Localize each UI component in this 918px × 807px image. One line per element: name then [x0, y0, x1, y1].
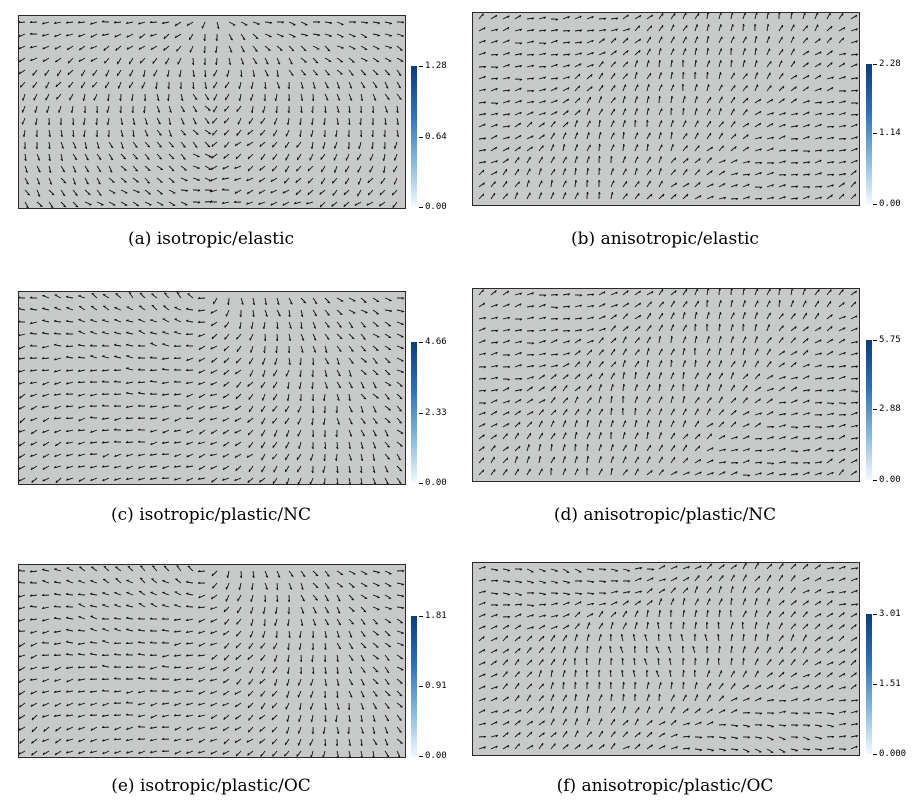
colorbar-mid-label: 0.64 [419, 132, 447, 142]
vector-field-f [472, 562, 860, 756]
colorbar-min-label: 0.00 [419, 478, 447, 488]
colorbar-min-label: 0.00 [419, 202, 447, 212]
colorbar-mid-label: 0.91 [419, 681, 447, 691]
caption-e: (e) isotropic/plastic/OC [111, 776, 311, 796]
colorbar-min-label: 0.000 [872, 749, 907, 759]
caption-c: (c) isotropic/plastic/NC [111, 505, 311, 525]
colorbar-b [866, 64, 872, 204]
vector-field-b [472, 12, 860, 206]
vector-field-d [472, 288, 860, 482]
colorbar-max-label: 1.28 [419, 61, 447, 71]
caption-a: (a) isotropic/elastic [127, 229, 295, 249]
arrow-glyphs [19, 20, 405, 208]
vector-field-svg [19, 292, 405, 484]
colorbar-min-label: 0.00 [873, 475, 901, 485]
colorbar-c [411, 342, 417, 483]
load-zone-highlight [625, 13, 746, 53]
vector-field-svg [478, 289, 859, 477]
colorbar-max-label: 2.28 [873, 59, 901, 69]
load-zone-highlight [625, 289, 746, 329]
colorbar-max-label: 1.81 [419, 611, 447, 621]
caption-b: (b) anisotropic/elastic [571, 229, 759, 249]
colorbar-mid-label: 2.33 [419, 408, 447, 418]
vector-field-svg [19, 16, 405, 208]
caption-f: (f) anisotropic/plastic/OC [556, 776, 774, 796]
arrow-glyphs [478, 13, 859, 201]
colorbar-a [411, 66, 417, 207]
vector-field-a [18, 15, 406, 209]
arrow-glyphs [19, 565, 405, 757]
colorbar-f [866, 614, 872, 754]
colorbar-min-label: 0.00 [419, 751, 447, 761]
colorbar-mid-label: 1.14 [873, 128, 901, 138]
load-zone-highlight [625, 563, 746, 603]
vector-field-e [18, 564, 406, 758]
vector-field-c [18, 291, 406, 485]
load-zone-highlight [152, 16, 272, 56]
colorbar-d [866, 340, 872, 480]
colorbar-max-label: 3.01 [873, 609, 901, 619]
vector-field-svg [19, 565, 405, 757]
colorbar-max-label: 5.75 [873, 335, 901, 345]
arrow-glyphs [478, 563, 859, 753]
vector-field-svg [478, 13, 859, 201]
load-zone-highlight [152, 565, 272, 605]
arrow-glyphs [19, 292, 405, 484]
vector-field-svg [478, 563, 859, 753]
colorbar-e [411, 616, 417, 757]
colorbar-max-label: 4.66 [419, 337, 447, 347]
colorbar-min-label: 0.00 [873, 199, 901, 209]
colorbar-mid-label: 1.51 [873, 679, 901, 689]
arrow-glyphs [478, 289, 859, 477]
caption-d: (d) anisotropic/plastic/NC [553, 505, 777, 525]
colorbar-mid-label: 2.88 [873, 404, 901, 414]
